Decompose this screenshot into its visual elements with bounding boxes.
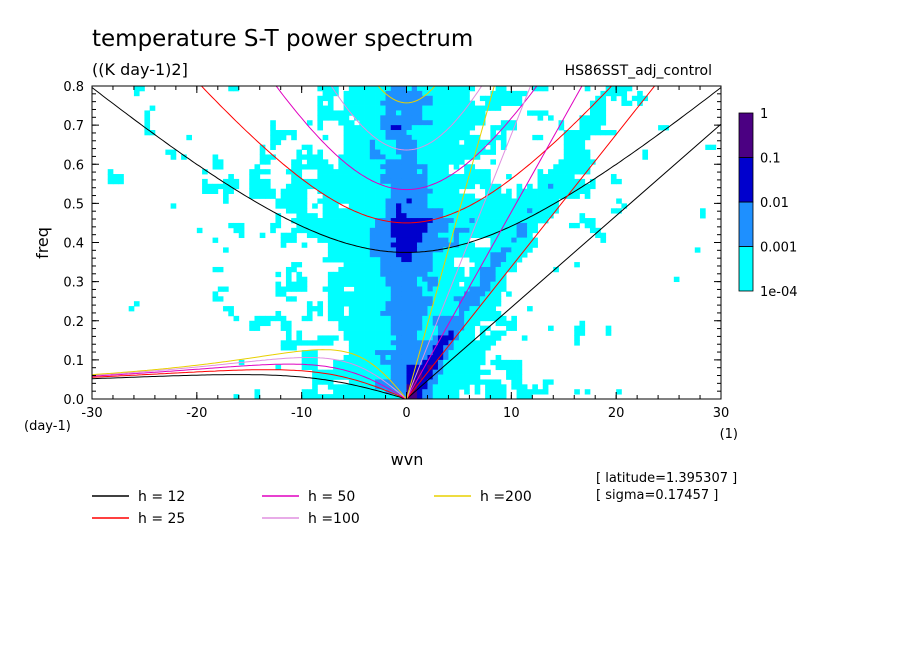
y-tick-label: 0.8	[63, 80, 84, 95]
kelvin-curve	[406, 86, 532, 399]
axes: -30 -20 -10 0 10 20 30 0.0 0.1 0.2 0.3 0.4 0.5 0.6 0.7…	[63, 80, 729, 421]
x-tick-label: -20	[186, 406, 207, 421]
kelvin-curve	[406, 86, 495, 399]
colorbar-label: 0.1	[760, 152, 781, 167]
legend-label: h = 50	[308, 489, 355, 505]
rossby-curve	[92, 369, 407, 399]
sigma-info: [ sigma=0.17457 ]	[596, 488, 718, 503]
dispersion-curve	[275, 86, 538, 191]
legend: h = 12 h = 25 h = 50 h =100 h =200	[92, 489, 532, 527]
experiment-label: HS86SST_adj_control	[565, 63, 712, 79]
dispersion-curve	[200, 86, 613, 224]
rossby-curve	[92, 363, 407, 399]
x-unit-label: (1)	[720, 427, 738, 442]
y-tick-label: 0.0	[63, 393, 84, 408]
y-tick-label: 0.4	[63, 237, 84, 252]
y-tick-label: 0.6	[63, 158, 84, 173]
colorbar-label: 1	[760, 107, 768, 122]
x-tick-label: 30	[713, 406, 730, 421]
kelvin-curve	[406, 86, 583, 399]
colorbar: 1e-04 0.001 0.01 0.1 1	[738, 107, 798, 300]
legend-label: h = 25	[138, 511, 185, 527]
x-tick-label: -30	[81, 406, 102, 421]
y-tick-label: 0.1	[63, 354, 84, 369]
chart-title: temperature S-T power spectrum	[92, 26, 473, 52]
chart-units: ((K day-1)2]	[92, 60, 188, 79]
latitude-info: [ latitude=1.395307 ]	[596, 471, 737, 486]
dispersion-curve	[377, 86, 436, 104]
rossby-curve	[92, 357, 407, 399]
kelvin-curve	[406, 86, 656, 399]
colorbar-label: 0.01	[760, 196, 789, 211]
dispersion-curve	[330, 86, 483, 151]
rossby-curve	[92, 349, 407, 399]
x-axis-label: wvn	[391, 450, 424, 469]
x-tick-label: 20	[608, 406, 625, 421]
colorbar-swatch	[738, 246, 754, 292]
y-tick-label: 0.5	[63, 197, 84, 212]
kelvin-curve	[406, 123, 721, 399]
y-tick-label: 0.3	[63, 276, 84, 291]
colorbar-swatch	[738, 201, 754, 247]
colorbar-label: 1e-04	[760, 285, 798, 300]
x-tick-label: -10	[291, 406, 312, 421]
legend-label: h =100	[308, 511, 360, 527]
legend-label: h =200	[480, 489, 532, 505]
rossby-curve	[92, 374, 407, 399]
dispersion-curves	[92, 86, 721, 399]
y-tick-label: 0.2	[63, 315, 84, 330]
colorbar-swatch	[738, 112, 754, 158]
colorbar-label: 0.001	[760, 241, 797, 256]
y-tick-label: 0.7	[63, 119, 84, 134]
spectrum-field	[107, 86, 717, 399]
colorbar-swatch	[738, 157, 754, 203]
dispersion-curve	[92, 87, 721, 253]
y-unit-label: (day-1)	[24, 419, 71, 434]
x-tick-label: 10	[503, 406, 520, 421]
legend-label: h = 12	[138, 489, 185, 505]
x-tick-label: 0	[402, 406, 410, 421]
y-axis-label: freq	[33, 227, 52, 259]
